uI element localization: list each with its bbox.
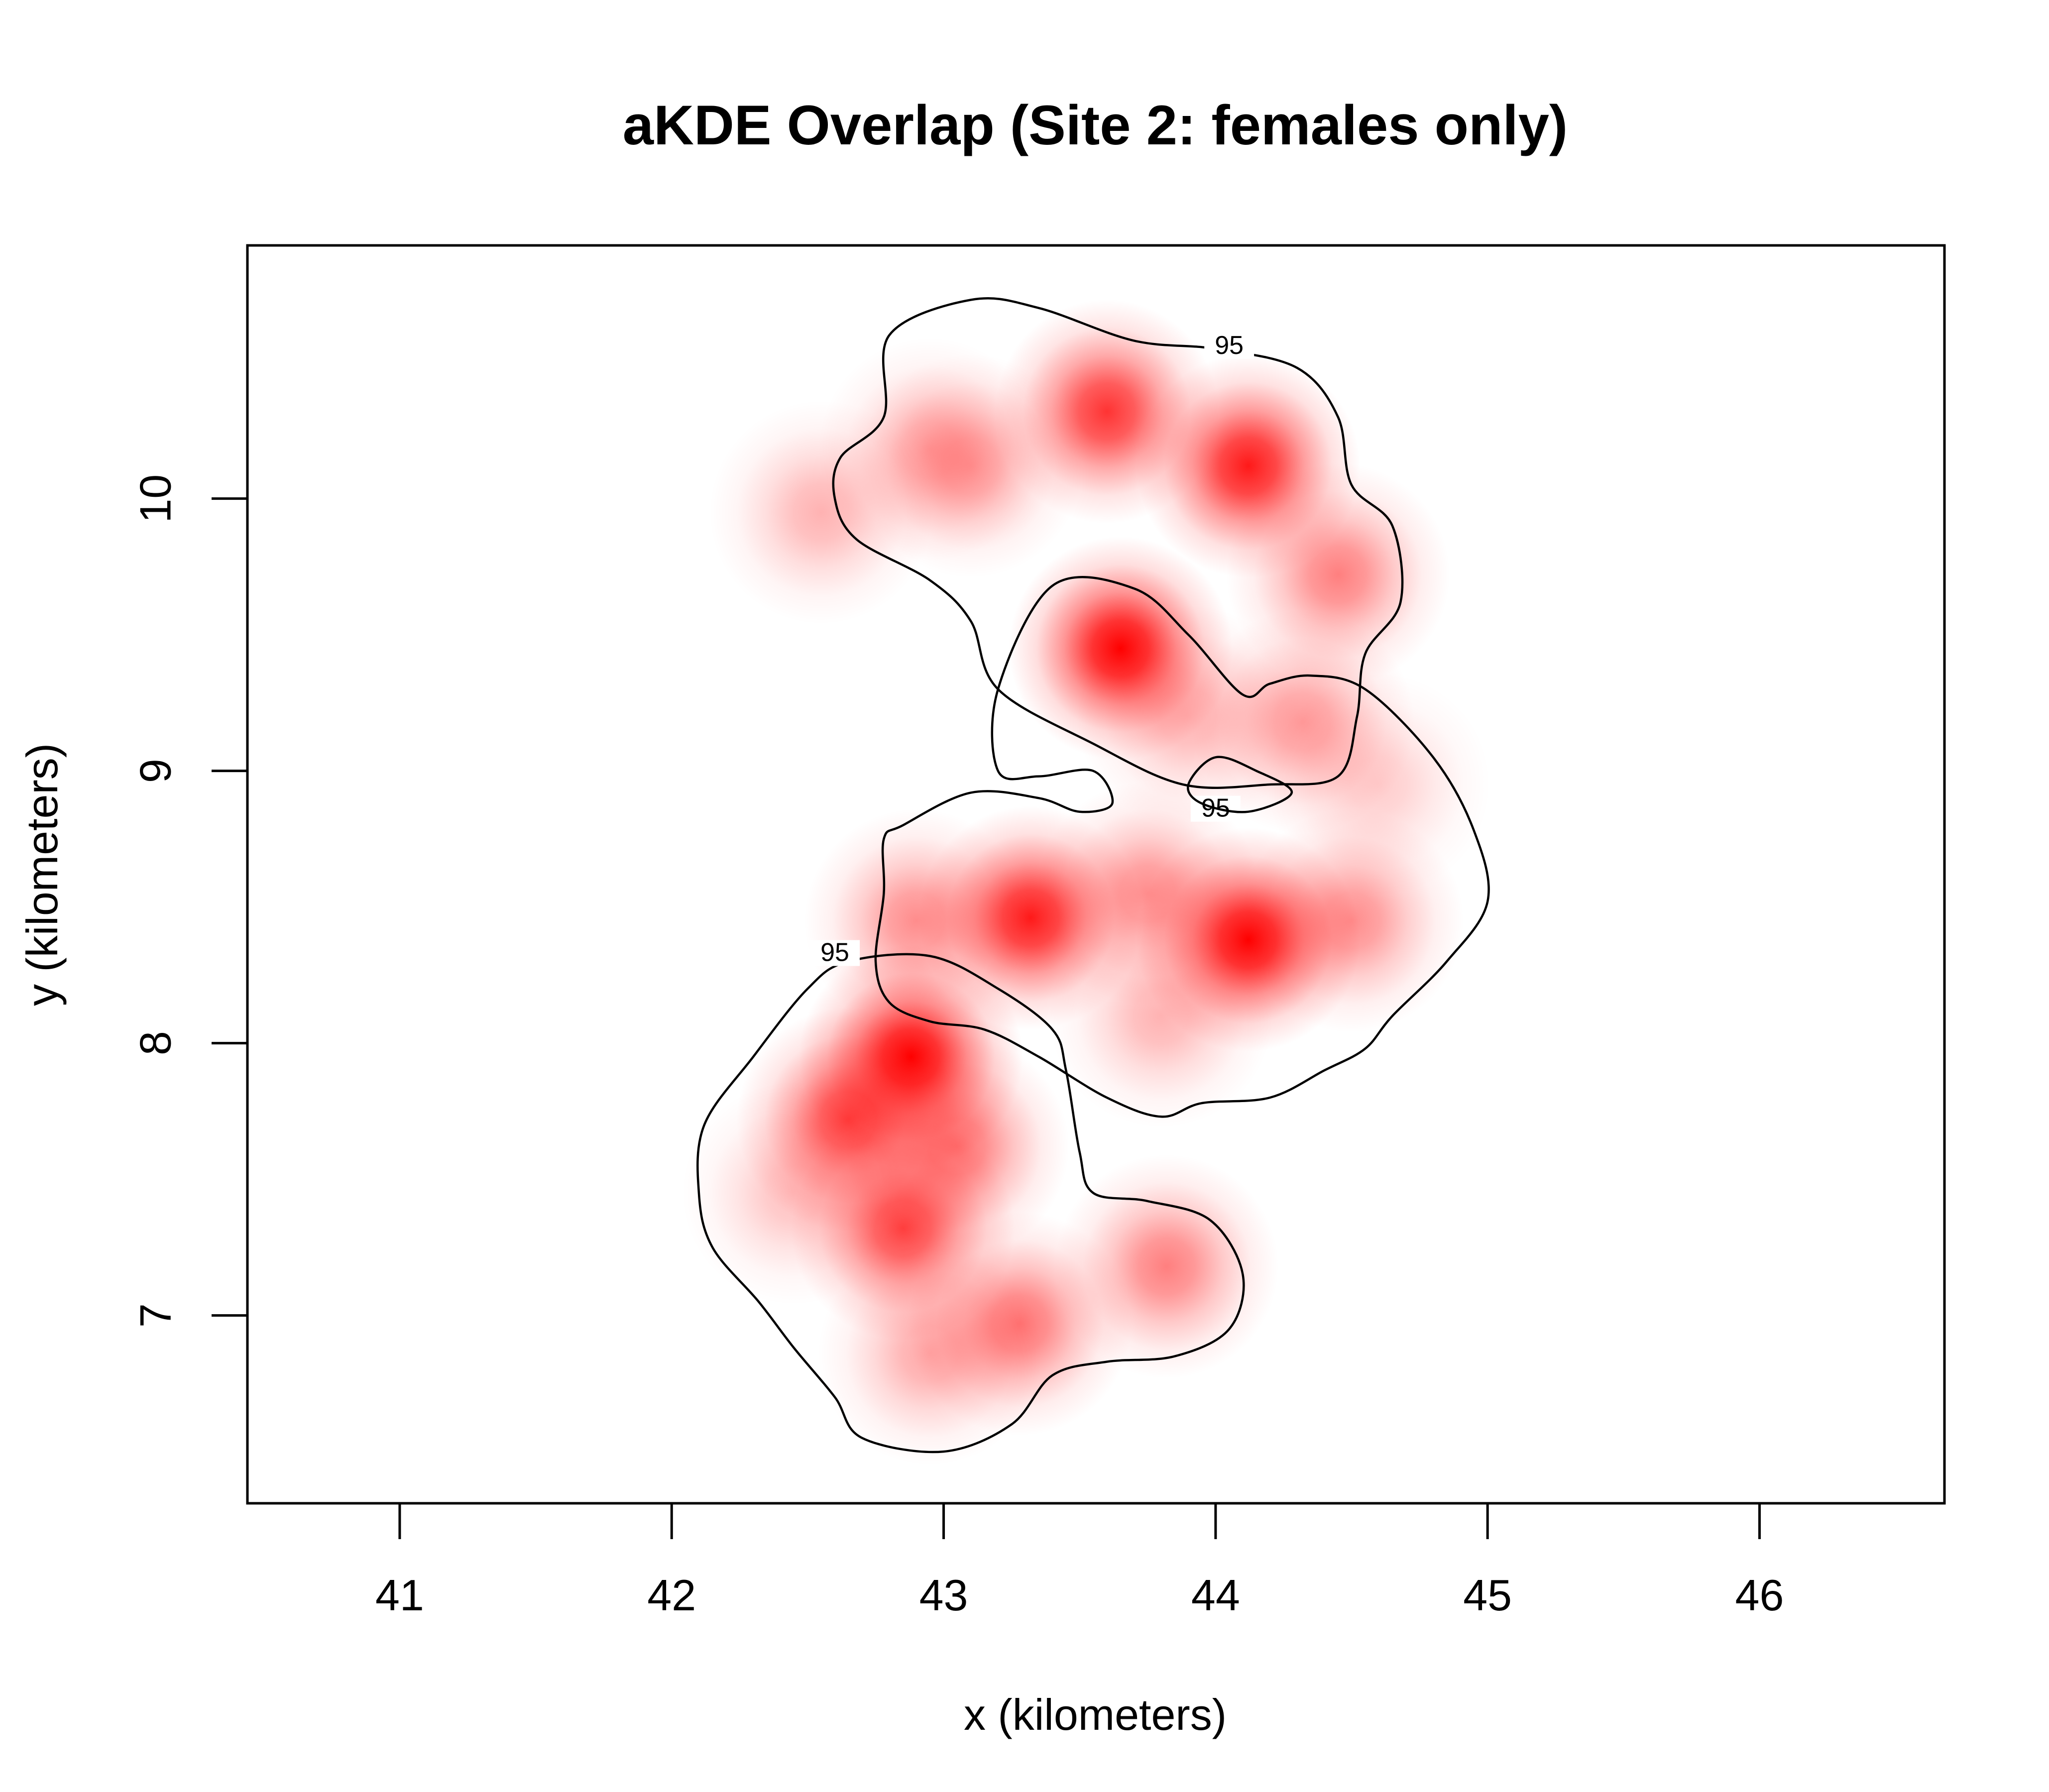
y-axis: 7 8 9 10	[131, 474, 249, 1328]
y-axis-label: y (kilometers)	[17, 743, 67, 1006]
x-tick-label-5: 46	[1735, 1570, 1784, 1620]
y-tick-label-1: 8	[131, 1031, 180, 1055]
density-peak-15	[1049, 903, 1273, 1128]
contour-label-2: 95	[820, 938, 849, 967]
contour-label-bg-0	[1204, 333, 1254, 359]
y-tick-label-2: 9	[131, 759, 180, 783]
density-peak-22	[1054, 1154, 1279, 1379]
x-tick-label-3: 44	[1191, 1570, 1240, 1620]
density-peak-21	[818, 1241, 1042, 1466]
contour-label-0: 95	[1215, 331, 1244, 360]
contour-line-0	[832, 297, 1404, 789]
x-tick-label-4: 45	[1463, 1570, 1512, 1620]
y-tick-label-0: 7	[131, 1303, 180, 1328]
chart-title: aKDE Overlap (Site 2: females only)	[623, 94, 1568, 156]
contour-line-2	[696, 953, 1245, 1454]
x-tick-label-1: 42	[647, 1570, 696, 1620]
contour-line-3	[1187, 756, 1293, 813]
x-axis-label: x (kilometers)	[964, 1690, 1227, 1739]
density-peak-4	[709, 400, 933, 625]
contour-label-bg-2	[810, 940, 860, 966]
density-heatmap	[682, 299, 1491, 1466]
x-axis: 41 42 43 44 45 46	[375, 1502, 1784, 1620]
x-tick-label-2: 43	[919, 1570, 968, 1620]
x-tick-label-0: 41	[375, 1570, 424, 1620]
y-tick-label-3: 10	[131, 474, 180, 523]
density-peak-23	[682, 1081, 907, 1305]
density-peak-14	[1240, 808, 1464, 1033]
contour-line-1	[874, 576, 1490, 1118]
